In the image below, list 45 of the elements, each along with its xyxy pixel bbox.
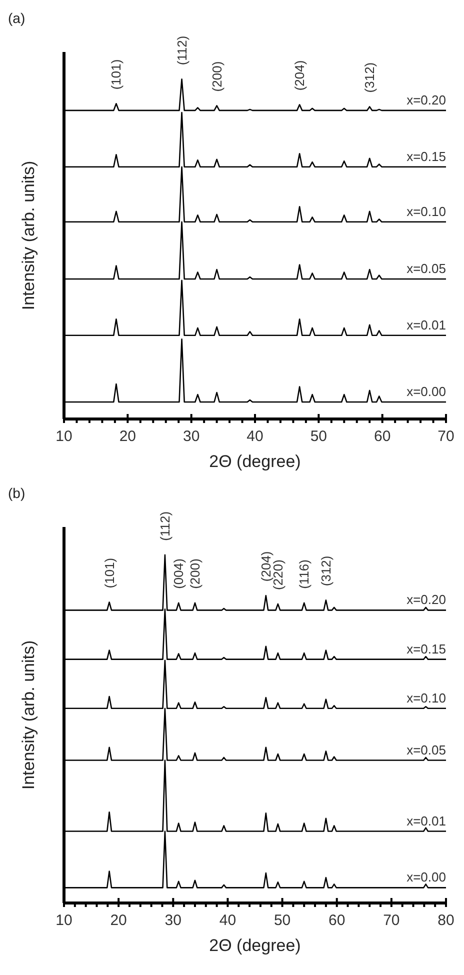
y-axis-title: Intensity (arb. units) [19,160,38,310]
annotation: (101) [102,558,117,588]
x-axis-title: 2Θ (degree) [209,936,301,955]
x-tick-label: 20 [110,912,127,929]
x-tick-label: 50 [274,912,291,929]
series-label: x=0.10 [406,204,446,219]
annotation: (112) [174,36,190,66]
annotation: (204) [292,60,308,91]
series-label: x=0.05 [406,742,446,758]
series-label: x=0.01 [406,317,446,332]
annotation: (204) [258,551,274,582]
x-axis-title: 2Θ (degree) [209,452,301,471]
annotation: (101) [108,59,124,90]
x-tick-label: 70 [383,912,400,929]
series-label: x=0.20 [406,592,446,608]
series-label: x=0.15 [406,148,446,164]
x-tick-label: 10 [56,428,72,445]
x-tick-label: 40 [246,428,264,445]
x-tick-label: 70 [438,428,454,445]
series-label: x=0.00 [406,870,446,885]
chart-title: (a) [8,10,26,26]
x-tick-label: 10 [56,912,72,929]
x-tick-label: 50 [310,428,328,445]
series-label: x=0.05 [406,260,446,276]
series-label: x=0.01 [406,813,446,828]
x-tick-label: 60 [328,912,346,929]
series-label: x=0.10 [406,690,446,706]
annotation: (112) [157,511,172,541]
annotation: (116) [296,560,312,589]
annotation: (312) [318,556,334,586]
series-label: x=0.20 [406,92,446,108]
chart-title: (b) [8,485,26,501]
x-tick-label: 20 [119,428,136,445]
annotation: (312) [362,62,378,93]
annotation: (200) [209,61,224,92]
x-tick-label: 30 [182,428,200,445]
annotation: (200) [187,558,202,589]
x-tick-label: 80 [438,912,454,929]
x-tick-label: 60 [374,428,391,445]
series-label: x=0.00 [406,384,446,400]
x-tick-label: 40 [219,912,236,929]
y-axis-title: Intensity (arb. units) [19,640,38,790]
series-label: x=0.15 [406,641,446,656]
annotation: (004) [171,558,186,589]
x-tick-label: 30 [164,912,182,929]
